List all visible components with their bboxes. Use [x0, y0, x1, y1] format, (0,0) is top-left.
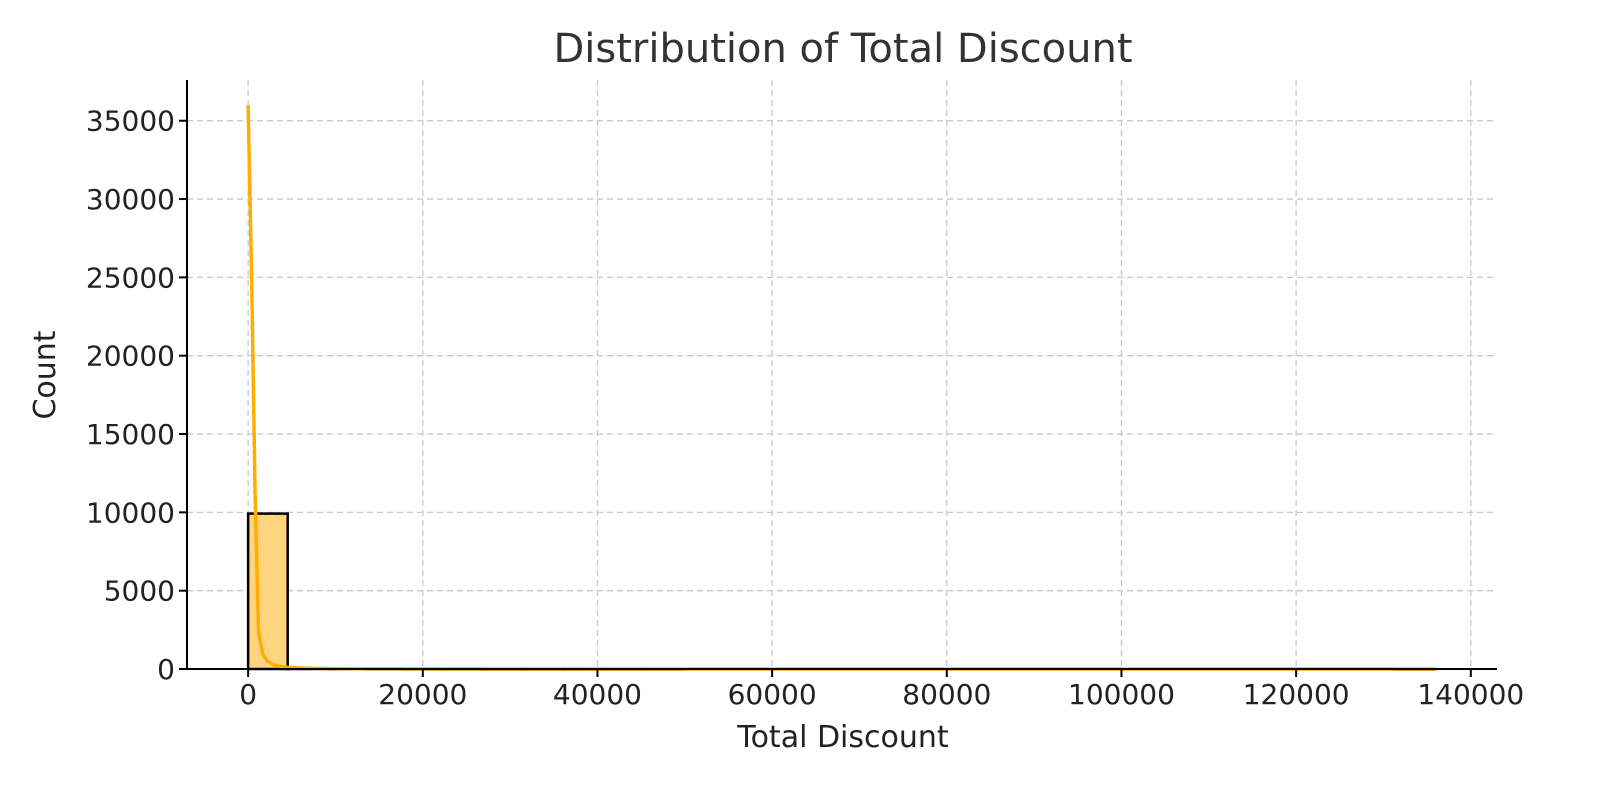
histogram-bar — [246, 512, 289, 671]
chart-title: Distribution of Total Discount — [553, 26, 1132, 72]
x-axis-label: Total Discount — [736, 720, 949, 755]
x-tick-label: 140000 — [1417, 678, 1524, 711]
histogram-bars — [246, 512, 1437, 671]
x-tick-label: 100000 — [1068, 678, 1175, 711]
y-tick-label: 15000 — [86, 418, 175, 451]
y-axis-label: Count — [28, 330, 63, 419]
y-tick-label: 25000 — [86, 261, 175, 294]
x-tick-label: 60000 — [728, 678, 817, 711]
y-tick-label: 20000 — [86, 340, 175, 373]
y-tick-label: 30000 — [86, 183, 175, 216]
axes: 0 20000 40000 60000 80000 100000 120000 140000 0… — [86, 80, 1524, 711]
x-tick-label: 120000 — [1243, 678, 1350, 711]
y-tick-label: 5000 — [104, 575, 175, 608]
y-tick-label: 10000 — [86, 496, 175, 529]
y-tick-label: 35000 — [86, 105, 175, 138]
kde-curve — [246, 104, 1437, 671]
kde-curve-group — [246, 104, 1437, 671]
x-tick-label: 0 — [239, 678, 257, 711]
x-tick-label: 40000 — [553, 678, 642, 711]
x-tick-label: 80000 — [902, 678, 991, 711]
grid — [187, 80, 1497, 669]
x-tick-label: 20000 — [378, 678, 467, 711]
y-tick-label: 0 — [157, 653, 175, 686]
